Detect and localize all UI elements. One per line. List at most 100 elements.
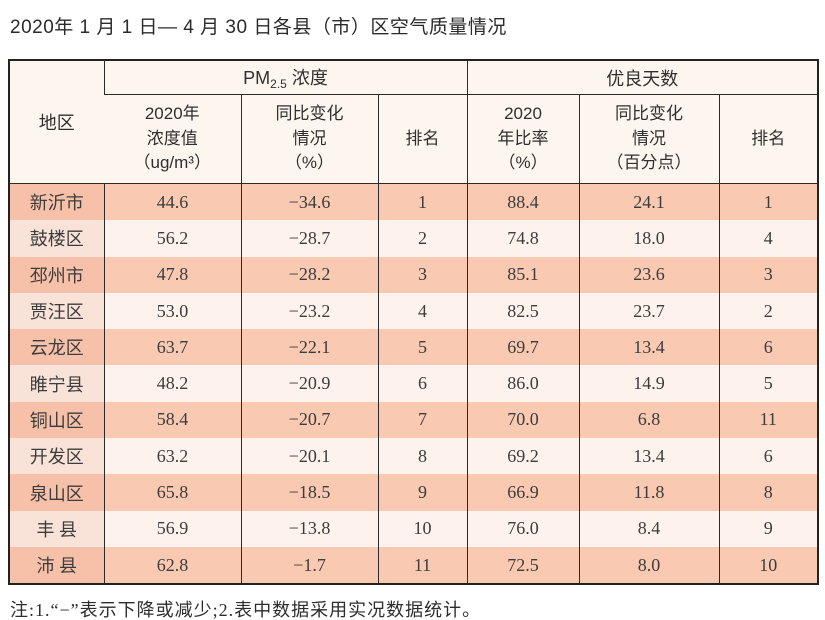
pm-change-subheader: 同比变化 情况 （%） xyxy=(240,94,378,184)
value-cell: 2 xyxy=(377,220,468,257)
footnote: 注:1.“−”表示下降或减少;2.表中数据采用实况数据统计。 xyxy=(10,600,482,620)
table-row: 云龙区 63.7 −22.1 5 69.7 13.4 6 xyxy=(9,329,819,366)
value-cell: 6.8 xyxy=(578,401,720,439)
pm25-group-header-cell: PM2.5 浓度 xyxy=(103,60,468,95)
table-body: 新沂市 44.6 −34.6 1 88.4 24.1 1 鼓楼区 56.2 −28.7 2 74.8 1… xyxy=(9,183,819,585)
value-cell: 14.9 xyxy=(578,365,720,402)
value-cell: 6 xyxy=(718,329,819,366)
value-cell: 1 xyxy=(377,183,468,221)
table-row: 铜山区 58.4 −20.7 7 70.0 6.8 11 xyxy=(9,401,819,439)
value-cell: 70.0 xyxy=(466,401,580,439)
page-title: 2020年 1 月 1 日— 4 月 30 日各县（市）区空气质量情况 xyxy=(10,17,507,38)
value-cell: 11.8 xyxy=(578,474,720,511)
good-days-group-header-cell: 优良天数 xyxy=(466,60,819,95)
sub-header-row: 2020年 浓度值 （ug/m³） 同比变化 情况 （%） 排名 2020 年比… xyxy=(9,94,819,184)
value-cell: −1.7 xyxy=(240,546,378,585)
region-cell: 开发区 xyxy=(9,438,104,475)
region-cell: 贾汪区 xyxy=(9,292,104,330)
table-row: 鼓楼区 56.2 −28.7 2 74.8 18.0 4 xyxy=(9,220,819,257)
value-cell: 82.5 xyxy=(466,292,580,330)
region-cell: 新沂市 xyxy=(9,183,104,221)
region-cell: 睢宁县 xyxy=(9,365,104,402)
value-cell: 6 xyxy=(718,438,819,475)
value-cell: −28.7 xyxy=(240,220,378,257)
value-cell: 63.2 xyxy=(103,438,241,475)
value-cell: 24.1 xyxy=(578,183,720,221)
value-cell: −20.7 xyxy=(240,401,378,439)
region-header-cell: 地区 xyxy=(9,60,104,184)
air-quality-table: 地区 PM2.5 浓度 优良天数 2020年 浓度值 （ug/m³） 同比变化 … xyxy=(8,59,820,586)
value-cell: 11 xyxy=(718,401,819,439)
value-cell: 65.8 xyxy=(103,474,241,511)
table-row: 沛 县 62.8 −1.7 11 72.5 8.0 10 xyxy=(9,546,819,585)
value-cell: 69.2 xyxy=(466,438,580,475)
pm25-label-prefix: PM xyxy=(243,68,271,88)
table-head: 地区 PM2.5 浓度 优良天数 2020年 浓度值 （ug/m³） 同比变化 … xyxy=(9,60,819,184)
value-cell: 5 xyxy=(718,365,819,402)
table-row: 开发区 63.2 −20.1 8 69.2 13.4 6 xyxy=(9,438,819,475)
value-cell: 23.7 xyxy=(578,292,720,330)
value-cell: −34.6 xyxy=(240,183,378,221)
value-cell: −23.2 xyxy=(240,292,378,330)
value-cell: 5 xyxy=(377,329,468,366)
pm25-label-subscript: 2.5 xyxy=(270,77,287,91)
table-row: 贾汪区 53.0 −23.2 4 82.5 23.7 2 xyxy=(9,292,819,330)
value-cell: 10 xyxy=(718,546,819,585)
value-cell: 10 xyxy=(377,510,468,547)
value-cell: 72.5 xyxy=(466,546,580,585)
region-cell: 铜山区 xyxy=(9,401,104,439)
value-cell: −20.9 xyxy=(240,365,378,402)
pm-rank-subheader: 排名 xyxy=(377,94,468,184)
region-cell: 鼓楼区 xyxy=(9,220,104,257)
value-cell: 8 xyxy=(718,474,819,511)
value-cell: 11 xyxy=(377,546,468,585)
value-cell: 53.0 xyxy=(103,292,241,330)
value-cell: −22.1 xyxy=(240,329,378,366)
table-row: 泉山区 65.8 −18.5 9 66.9 11.8 8 xyxy=(9,474,819,511)
value-cell: 74.8 xyxy=(466,220,580,257)
value-cell: 56.9 xyxy=(103,510,241,547)
value-cell: 62.8 xyxy=(103,546,241,585)
good-change-subheader: 同比变化 情况 （百分点） xyxy=(578,94,720,184)
value-cell: 76.0 xyxy=(466,510,580,547)
pm25-label-suffix: 浓度 xyxy=(286,68,328,88)
value-cell: −18.5 xyxy=(240,474,378,511)
value-cell: 86.0 xyxy=(466,365,580,402)
value-cell: −28.2 xyxy=(240,256,378,293)
pm-value-subheader: 2020年 浓度值 （ug/m³） xyxy=(104,94,241,184)
value-cell: −13.8 xyxy=(240,510,378,547)
value-cell: 3 xyxy=(377,256,468,293)
value-cell: 7 xyxy=(377,401,468,439)
value-cell: 47.8 xyxy=(103,256,241,293)
value-cell: 9 xyxy=(377,474,468,511)
value-cell: 44.6 xyxy=(103,183,241,221)
region-cell: 云龙区 xyxy=(9,329,104,366)
value-cell: −20.1 xyxy=(240,438,378,475)
value-cell: 9 xyxy=(718,510,819,547)
region-cell: 泉山区 xyxy=(9,474,104,511)
table-row: 睢宁县 48.2 −20.9 6 86.0 14.9 5 xyxy=(9,365,819,402)
value-cell: 85.1 xyxy=(466,256,580,293)
value-cell: 13.4 xyxy=(578,438,720,475)
table-row: 邳州市 47.8 −28.2 3 85.1 23.6 3 xyxy=(9,256,819,293)
value-cell: 66.9 xyxy=(466,474,580,511)
value-cell: 8.4 xyxy=(578,510,720,547)
region-cell: 丰 县 xyxy=(9,510,104,547)
value-cell: 6 xyxy=(377,365,468,402)
value-cell: 23.6 xyxy=(578,256,720,293)
value-cell: 63.7 xyxy=(103,329,241,366)
value-cell: 88.4 xyxy=(466,183,580,221)
value-cell: 58.4 xyxy=(103,401,241,439)
region-cell: 沛 县 xyxy=(9,546,104,585)
region-cell: 邳州市 xyxy=(9,256,104,293)
good-rate-subheader: 2020 年比率 （%） xyxy=(466,94,580,184)
table-row: 丰 县 56.9 −13.8 10 76.0 8.4 9 xyxy=(9,510,819,547)
good-rank-subheader: 排名 xyxy=(718,94,819,184)
value-cell: 8.0 xyxy=(578,546,720,585)
value-cell: 18.0 xyxy=(578,220,720,257)
group-header-row: 地区 PM2.5 浓度 优良天数 xyxy=(9,60,819,184)
table-row: 新沂市 44.6 −34.6 1 88.4 24.1 1 xyxy=(9,183,819,221)
value-cell: 13.4 xyxy=(578,329,720,366)
value-cell: 1 xyxy=(718,183,819,221)
